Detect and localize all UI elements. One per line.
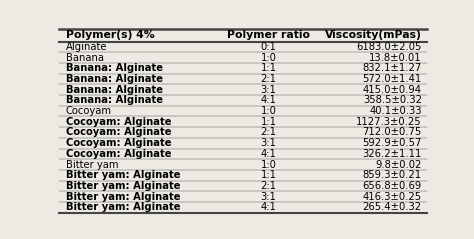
Text: 1:0: 1:0 (261, 53, 276, 63)
Text: 40.1±0.33: 40.1±0.33 (369, 106, 422, 116)
Text: 859.3±0.21: 859.3±0.21 (363, 170, 422, 180)
Text: 326.2±1.11: 326.2±1.11 (363, 149, 422, 159)
Text: 3:1: 3:1 (261, 138, 276, 148)
Text: Cocoyam: Cocoyam (66, 106, 112, 116)
Text: 1127.3±0.25: 1127.3±0.25 (356, 117, 422, 127)
Text: 2:1: 2:1 (261, 74, 277, 84)
Text: Bitter yam: Alginate: Bitter yam: Alginate (66, 202, 181, 212)
Text: Cocoyam: Alginate: Cocoyam: Alginate (66, 127, 172, 137)
Text: Cocoyam: Alginate: Cocoyam: Alginate (66, 149, 172, 159)
Text: 416.3±0.25: 416.3±0.25 (363, 192, 422, 202)
Text: 656.8±0.69: 656.8±0.69 (363, 181, 422, 191)
Text: Alginate: Alginate (66, 42, 108, 52)
Text: 572.0±1.41: 572.0±1.41 (363, 74, 422, 84)
Text: 2:1: 2:1 (261, 127, 277, 137)
Text: 0:1: 0:1 (261, 42, 276, 52)
Text: Polymer ratio: Polymer ratio (227, 30, 310, 40)
Text: 4:1: 4:1 (261, 95, 276, 105)
Text: 2:1: 2:1 (261, 181, 277, 191)
Text: 1:0: 1:0 (261, 160, 276, 169)
Text: 4:1: 4:1 (261, 202, 276, 212)
Text: 358.5±0.32: 358.5±0.32 (363, 95, 422, 105)
Text: Banana: Alginate: Banana: Alginate (66, 63, 163, 73)
Text: Banana: Banana (66, 53, 104, 63)
Text: Cocoyam: Alginate: Cocoyam: Alginate (66, 117, 172, 127)
Text: Viscosity(mPas): Viscosity(mPas) (325, 30, 422, 40)
Text: Banana: Alginate: Banana: Alginate (66, 74, 163, 84)
Text: 6183.0±2.05: 6183.0±2.05 (356, 42, 422, 52)
Text: 3:1: 3:1 (261, 85, 276, 95)
Text: 1:0: 1:0 (261, 106, 276, 116)
Text: Cocoyam: Alginate: Cocoyam: Alginate (66, 138, 172, 148)
Text: 1:1: 1:1 (261, 170, 277, 180)
Text: Banana: Alginate: Banana: Alginate (66, 85, 163, 95)
Text: 592.9±0.57: 592.9±0.57 (363, 138, 422, 148)
Text: Polymer(s) 4%: Polymer(s) 4% (66, 30, 155, 40)
Text: 3:1: 3:1 (261, 192, 276, 202)
Text: Bitter yam: Bitter yam (66, 160, 118, 169)
Text: 1:1: 1:1 (261, 117, 277, 127)
Text: 9.8±0.02: 9.8±0.02 (375, 160, 422, 169)
Text: 832.1±1.27: 832.1±1.27 (363, 63, 422, 73)
Text: 13.8±0.01: 13.8±0.01 (369, 53, 422, 63)
Text: 712.0±0.75: 712.0±0.75 (363, 127, 422, 137)
Text: 1:1: 1:1 (261, 63, 277, 73)
Text: Bitter yam: Alginate: Bitter yam: Alginate (66, 170, 181, 180)
Text: Bitter yam: Alginate: Bitter yam: Alginate (66, 192, 181, 202)
Text: Bitter yam: Alginate: Bitter yam: Alginate (66, 181, 181, 191)
Text: 265.4±0.32: 265.4±0.32 (363, 202, 422, 212)
Text: Banana: Alginate: Banana: Alginate (66, 95, 163, 105)
Text: 415.0±0.94: 415.0±0.94 (363, 85, 422, 95)
Text: 4:1: 4:1 (261, 149, 276, 159)
